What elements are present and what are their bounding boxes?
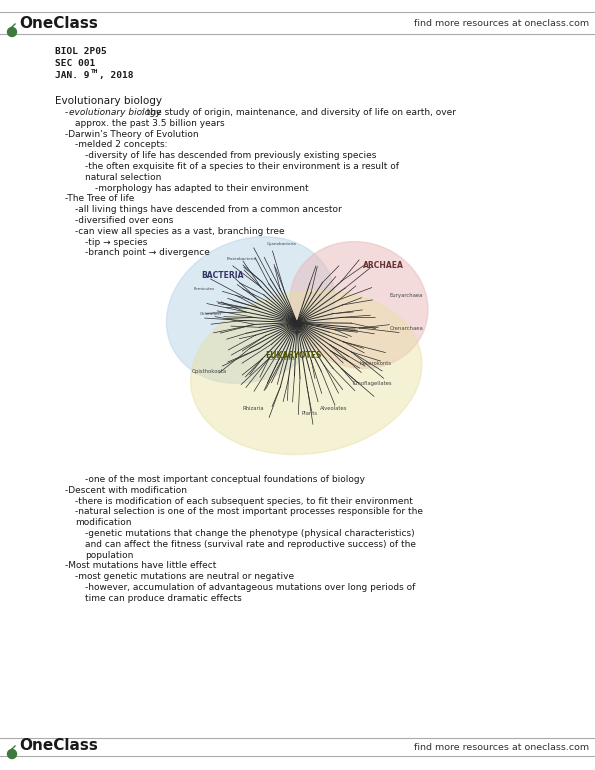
Text: -can view all species as a vast, branching tree: -can view all species as a vast, branchi… bbox=[75, 227, 284, 236]
Text: -morphology has adapted to their environment: -morphology has adapted to their environ… bbox=[95, 183, 309, 192]
Text: -Descent with modification: -Descent with modification bbox=[65, 486, 187, 495]
Text: Crenarchaea: Crenarchaea bbox=[390, 326, 424, 331]
Text: -genetic mutations that change the phenotype (physical characteristics): -genetic mutations that change the pheno… bbox=[85, 529, 415, 538]
Text: TH: TH bbox=[91, 69, 99, 74]
Text: Alveolates: Alveolates bbox=[321, 406, 348, 411]
Text: -branch point → divergence: -branch point → divergence bbox=[85, 249, 210, 257]
Text: -however, accumulation of advantageous mutations over long periods of: -however, accumulation of advantageous m… bbox=[85, 583, 415, 592]
Text: -the often exquisite fit of a species to their environment is a result of: -the often exquisite fit of a species to… bbox=[85, 162, 399, 171]
Text: Dinoflagellates: Dinoflagellates bbox=[353, 381, 393, 386]
Text: JAN. 9: JAN. 9 bbox=[55, 71, 89, 80]
Text: modification: modification bbox=[75, 518, 131, 527]
Text: Rhizaria: Rhizaria bbox=[243, 406, 264, 411]
Text: Chloroflexi: Chloroflexi bbox=[199, 312, 221, 316]
Text: -Most mutations have little effect: -Most mutations have little effect bbox=[65, 561, 217, 571]
Text: find more resources at oneclass.com: find more resources at oneclass.com bbox=[414, 742, 589, 752]
Text: find more resources at oneclass.com: find more resources at oneclass.com bbox=[414, 18, 589, 28]
Text: -most genetic mutations are neutral or negative: -most genetic mutations are neutral or n… bbox=[75, 572, 294, 581]
Ellipse shape bbox=[290, 242, 428, 368]
Text: Cyanobacteria: Cyanobacteria bbox=[267, 242, 296, 246]
Circle shape bbox=[8, 28, 17, 36]
Text: , 2018: , 2018 bbox=[99, 71, 133, 80]
Text: -natural selection is one of the most important processes responsible for the: -natural selection is one of the most im… bbox=[75, 507, 423, 517]
Text: evolutionary biology: evolutionary biology bbox=[69, 108, 161, 117]
Text: Plants: Plants bbox=[301, 411, 318, 416]
Text: OneClass: OneClass bbox=[19, 16, 98, 31]
Text: -all living things have descended from a common ancestor: -all living things have descended from a… bbox=[75, 205, 342, 214]
Text: BACTERIA: BACTERIA bbox=[201, 270, 244, 280]
Text: Firmicutes: Firmicutes bbox=[193, 287, 215, 291]
Text: -diversity of life has descended from previously existing species: -diversity of life has descended from pr… bbox=[85, 151, 377, 160]
Text: -: - bbox=[65, 108, 68, 117]
Text: Opisthokonta: Opisthokonta bbox=[192, 369, 227, 373]
Circle shape bbox=[8, 749, 17, 758]
Text: Proteobacteria: Proteobacteria bbox=[226, 257, 256, 261]
Text: -one of the most important conceptual foundations of biology: -one of the most important conceptual fo… bbox=[85, 475, 365, 484]
Text: BIOL 2P05: BIOL 2P05 bbox=[55, 47, 107, 56]
Text: -melded 2 concepts:: -melded 2 concepts: bbox=[75, 140, 168, 149]
Text: ARCHAEA: ARCHAEA bbox=[364, 260, 404, 269]
Text: time can produce dramatic effects: time can produce dramatic effects bbox=[85, 594, 242, 603]
Ellipse shape bbox=[167, 236, 334, 383]
Text: -tip → species: -tip → species bbox=[85, 238, 148, 246]
Text: Evolutionary biology: Evolutionary biology bbox=[55, 96, 162, 106]
Text: and can affect the fitness (survival rate and reproductive success) of the: and can affect the fitness (survival rat… bbox=[85, 540, 416, 549]
Text: -there is modification of each subsequent species, to fit their environment: -there is modification of each subsequen… bbox=[75, 497, 413, 506]
Text: -diversified over eons: -diversified over eons bbox=[75, 216, 173, 225]
Text: Euryarchaea: Euryarchaea bbox=[390, 293, 424, 299]
Text: : the study of origin, maintenance, and diversity of life on earth, over: : the study of origin, maintenance, and … bbox=[141, 108, 456, 117]
Text: population: population bbox=[85, 551, 133, 560]
Text: Heterokonts: Heterokonts bbox=[359, 361, 391, 366]
Text: -The Tree of life: -The Tree of life bbox=[65, 194, 134, 203]
Ellipse shape bbox=[190, 290, 422, 454]
Text: Excavates: Excavates bbox=[268, 356, 295, 361]
Text: SEC 001: SEC 001 bbox=[55, 59, 95, 68]
Text: natural selection: natural selection bbox=[85, 172, 161, 182]
Text: -Darwin’s Theory of Evolution: -Darwin’s Theory of Evolution bbox=[65, 129, 199, 139]
Text: EUKARYOTES: EUKARYOTES bbox=[266, 350, 322, 360]
Text: approx. the past 3.5 billion years: approx. the past 3.5 billion years bbox=[75, 119, 225, 128]
Text: OneClass: OneClass bbox=[19, 738, 98, 753]
